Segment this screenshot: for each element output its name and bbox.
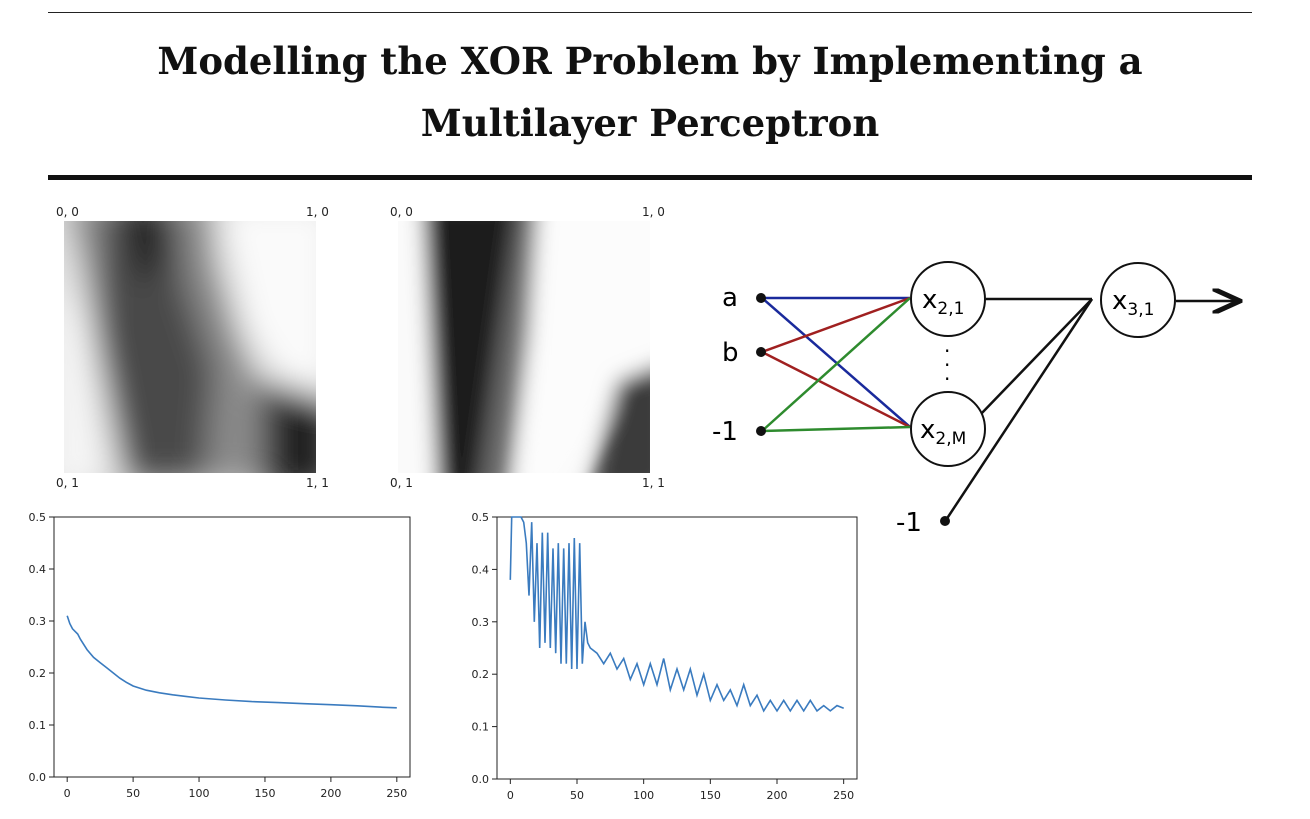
- input-label-a: a: [722, 283, 738, 313]
- top-rule: [48, 12, 1252, 13]
- input-label-b: b: [722, 338, 739, 368]
- y-tick-label: 0.4: [29, 563, 47, 576]
- loss-chart-1: 0 50 100 150 200 250 0.0 0.1 0.2 0.3 0.4 0.5: [29, 511, 411, 800]
- x-tick-label: 200: [320, 787, 341, 800]
- heatmap-2-corner-top-left: 0, 0: [390, 205, 413, 219]
- output-bias-label: -1: [896, 508, 922, 538]
- x-tick-label: 100: [633, 789, 654, 802]
- ellipsis-dot-1: ·: [944, 339, 950, 363]
- output-node-label: x3,1: [1112, 286, 1154, 320]
- x-tick-label: 150: [254, 787, 275, 800]
- y-tick-label: 0.2: [29, 667, 47, 680]
- ellipsis-dot-3: ·: [944, 367, 950, 391]
- page-title: Modelling the XOR Problem by Implementin…: [48, 30, 1252, 154]
- y-tick-label: 0.0: [29, 771, 47, 784]
- x-tick-label: 0: [507, 789, 514, 802]
- ellipsis-dot-2: ·: [944, 353, 950, 377]
- hidden-node-last: [910, 391, 986, 467]
- edge-bias-output: [944, 298, 1094, 521]
- input-node-a: [756, 293, 766, 303]
- heatmap-2-corner-bottom-left: 0, 1: [390, 476, 413, 490]
- x-tick-label: 150: [700, 789, 721, 802]
- plot-frame: [53, 516, 411, 778]
- x-tick-label: 50: [126, 787, 140, 800]
- heatmap-2-corner-bottom-right: 1, 1: [642, 476, 665, 490]
- x-tick-label: 0: [64, 787, 71, 800]
- output-bias-node: [940, 516, 950, 526]
- heatmap-2: [398, 221, 650, 473]
- x-tick-label: 250: [833, 789, 854, 802]
- heatmap-1: [64, 221, 316, 473]
- title-rule: [48, 175, 1252, 180]
- y-tick-label: 0.4: [472, 563, 490, 576]
- y-tick-label: 0.0: [472, 773, 490, 786]
- y-tick-label: 0.1: [29, 719, 47, 732]
- y-tick-label: 0.3: [29, 615, 47, 628]
- edge-b-hidden1: [761, 296, 911, 354]
- edge-b-hiddenM: [761, 350, 911, 429]
- y-tick-label: 0.2: [472, 668, 490, 681]
- title-line-1: Modelling the XOR Problem by Implementin…: [157, 39, 1143, 83]
- heatmap-1-corner-top-left: 0, 0: [56, 205, 79, 219]
- input-label-bias: -1: [712, 417, 738, 447]
- input-node-b: [756, 347, 766, 357]
- input-node-bias: [756, 426, 766, 436]
- x-tick-label: 100: [189, 787, 210, 800]
- x-tick-label: 250: [386, 787, 407, 800]
- output-node: [1100, 262, 1176, 338]
- y-tick-label: 0.5: [472, 511, 490, 524]
- loss-series-line: [66, 615, 397, 709]
- hidden-node-first: [910, 261, 986, 337]
- title-line-2: Multilayer Perceptron: [420, 101, 880, 145]
- plot-frame: [496, 516, 858, 780]
- heatmap-1-corner-bottom-left: 0, 1: [56, 476, 79, 490]
- mlp-diagram: a b -1 x2,1 · · · x2,M x3,1 -1: [712, 261, 1260, 538]
- heatmap-1-corner-bottom-right: 1, 1: [306, 476, 329, 490]
- heatmap-2-corner-top-right: 1, 0: [642, 205, 665, 219]
- y-tick-label: 0.3: [472, 616, 490, 629]
- loss-series-line: [509, 516, 844, 713]
- edge-bias-hidden1: [761, 297, 911, 432]
- x-tick-label: 200: [767, 789, 788, 802]
- x-tick-label: 50: [570, 789, 584, 802]
- hidden-node-first-label: x2,1: [922, 285, 964, 319]
- edge-a-hiddenM: [761, 297, 911, 428]
- loss-chart-2: 0 50 100 150 200 250 0.0 0.1 0.2 0.3 0.4 0.5: [472, 511, 858, 802]
- y-tick-label: 0.5: [29, 511, 47, 524]
- edge-hiddenM-output: [979, 298, 1093, 416]
- heatmap-1-corner-top-right: 1, 0: [306, 205, 329, 219]
- y-tick-label: 0.1: [472, 721, 490, 734]
- hidden-node-last-label: x2,M: [920, 415, 966, 449]
- edge-bias-hiddenM: [761, 425, 911, 433]
